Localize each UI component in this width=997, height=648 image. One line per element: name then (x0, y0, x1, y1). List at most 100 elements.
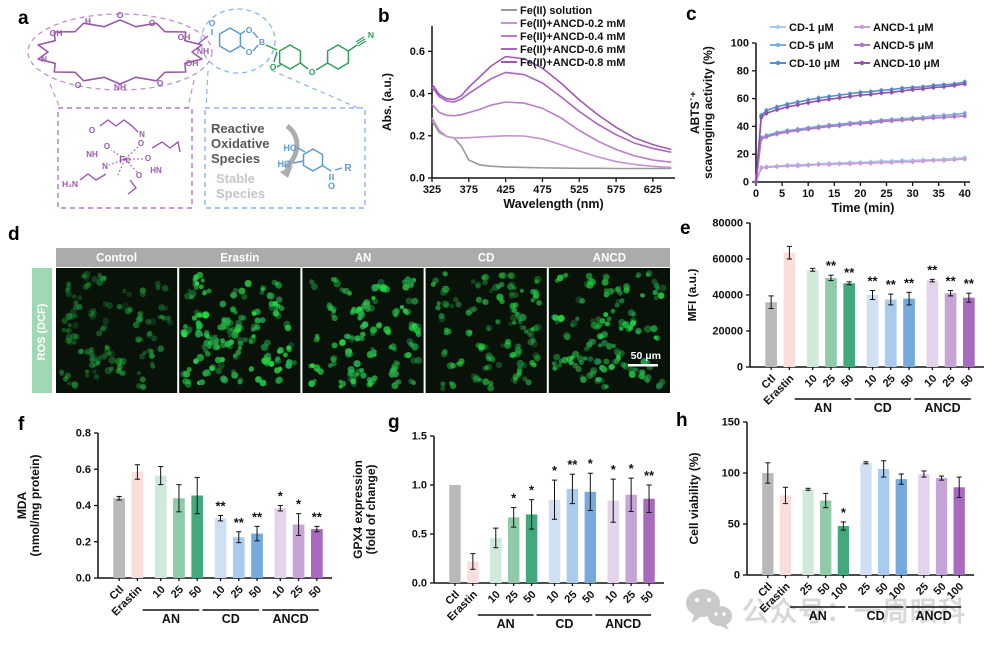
cell-blob (645, 270, 653, 277)
bar-100 (837, 526, 850, 575)
cell-blob (254, 317, 261, 324)
cell-blob (519, 288, 524, 293)
bar-50 (903, 298, 915, 367)
stable-text-line: Stable (216, 171, 255, 186)
x-tick-label: 25 (914, 581, 931, 598)
sig-label: * (278, 489, 284, 504)
cell-blob (379, 285, 387, 293)
cell-blob (471, 373, 478, 380)
data-marker (795, 164, 800, 168)
cell-blob (199, 332, 204, 337)
cell-blob (435, 305, 441, 311)
cell-blob (411, 277, 417, 283)
bar-25 (802, 489, 814, 575)
data-marker (921, 116, 925, 121)
cell-blob (95, 360, 100, 366)
cell-blob (248, 366, 254, 372)
x-axis-label: Time (min) (832, 201, 895, 215)
cell-blob (617, 324, 623, 329)
cell-blob (588, 278, 596, 286)
cell-blob (115, 357, 123, 366)
cell-blob (93, 374, 100, 380)
data-marker (879, 160, 884, 165)
cell-blob (148, 353, 155, 359)
cell-blob (551, 314, 558, 321)
cell-blob (414, 323, 422, 331)
y-tick-label: 100 (722, 468, 740, 480)
cell-blob (219, 357, 225, 363)
cell-blob (405, 297, 413, 305)
cell-blob (510, 351, 517, 358)
cell-blob (116, 364, 123, 370)
cell-blob (481, 299, 487, 305)
cell-blob (623, 287, 630, 294)
cell-blob (100, 353, 107, 360)
y-tick-label: 20 (737, 149, 749, 161)
panel-a-letter: a (18, 8, 29, 29)
cell-blob (653, 335, 658, 340)
cell-blob (514, 346, 522, 354)
cell-blob (534, 279, 540, 285)
cell-blob (396, 361, 401, 366)
legend-marker (775, 24, 781, 30)
cell-blob (536, 300, 542, 306)
y-tick-label: 0.5 (412, 529, 427, 541)
cell-blob (315, 367, 321, 373)
cell-blob (365, 304, 370, 309)
cell-blob (205, 334, 211, 340)
cell-blob (553, 353, 561, 361)
bond (297, 147, 306, 153)
benzene-ring (326, 44, 350, 70)
cell-blob (516, 368, 523, 375)
cell-blob (62, 376, 69, 382)
cell-blob (635, 368, 641, 374)
cell-blob (230, 306, 236, 313)
cell-blob (127, 306, 134, 313)
y-tick-label: 50 (728, 519, 740, 531)
y-tick-label: 1.0 (412, 480, 427, 492)
data-marker (764, 111, 769, 116)
x-tick-label: 10 (270, 584, 287, 601)
cell-blob (90, 308, 97, 314)
cell-blob (482, 298, 489, 306)
cell-blob (514, 311, 520, 317)
x-tick-label: 10 (603, 589, 620, 606)
x-tick-label: 100 (887, 581, 908, 602)
data-marker (952, 83, 957, 88)
atom-label: O (328, 181, 335, 191)
bar-50 (935, 478, 948, 575)
group-label: AN (809, 609, 827, 623)
data-marker (889, 160, 894, 165)
data-marker (827, 162, 831, 167)
cell-blob (97, 355, 103, 360)
cell-blob (371, 349, 377, 355)
cell-blob (275, 281, 282, 289)
cell-blob (90, 354, 98, 362)
cell-blob (116, 367, 122, 373)
cell-blob (408, 378, 415, 385)
cell-blob (69, 313, 76, 320)
x-tick-label: 25 (941, 373, 958, 390)
cell-blob (331, 360, 337, 367)
atom-label: H₂N (62, 179, 78, 189)
cell-blob (106, 302, 113, 309)
bar-50 (843, 283, 856, 367)
callout-line (49, 83, 61, 109)
cell-blob (237, 377, 244, 383)
cell-blob (137, 311, 143, 318)
cell-blob (438, 315, 446, 323)
cell-blob (166, 317, 171, 323)
data-marker (785, 102, 790, 107)
atom-label: OH (178, 32, 191, 42)
legend-label: CD-5 μM (789, 40, 834, 52)
benzene-ring (278, 44, 302, 70)
bar-100 (895, 479, 907, 575)
bar-50 (584, 491, 597, 583)
bond (299, 62, 309, 70)
cell-blob (430, 281, 436, 287)
bar-Ctl (113, 498, 125, 578)
sig-label: * (552, 463, 558, 478)
cell-blob (504, 342, 512, 350)
sig-label: ** (946, 274, 957, 289)
